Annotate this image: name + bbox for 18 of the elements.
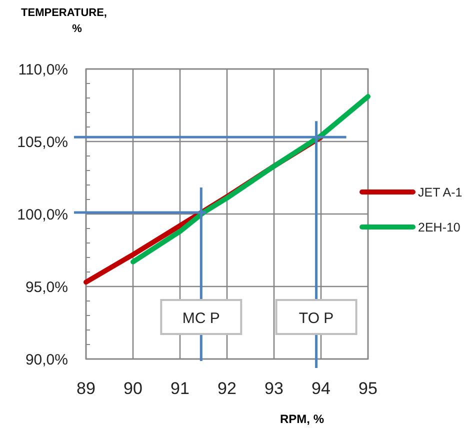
y-tick-label: 90,0%: [25, 351, 68, 368]
x-tick-label: 93: [264, 379, 284, 398]
y-axis-title: TEMPERATURE, %: [21, 7, 107, 35]
y-tick-label: 105,0%: [17, 134, 68, 151]
ref-line-label: TO P: [298, 310, 334, 327]
y-tick-label: 110,0%: [18, 61, 68, 78]
y-tick-label: 95,0%: [25, 278, 68, 296]
legend-label: 2EH-10: [418, 220, 460, 234]
x-tick-label: 91: [170, 379, 190, 398]
legend-label: JET A-1: [418, 185, 462, 200]
y-tick-label: 100,0%: [17, 206, 68, 224]
x-tick-label: 92: [218, 379, 236, 398]
ref-line-label: MC P: [182, 310, 220, 327]
x-tick-label: 90: [124, 379, 142, 398]
x-tick-label: 94: [312, 379, 330, 398]
x-tick-label: 89: [76, 379, 96, 398]
x-axis-title: RPM, %: [280, 412, 324, 426]
x-tick-label: 95: [358, 379, 378, 398]
